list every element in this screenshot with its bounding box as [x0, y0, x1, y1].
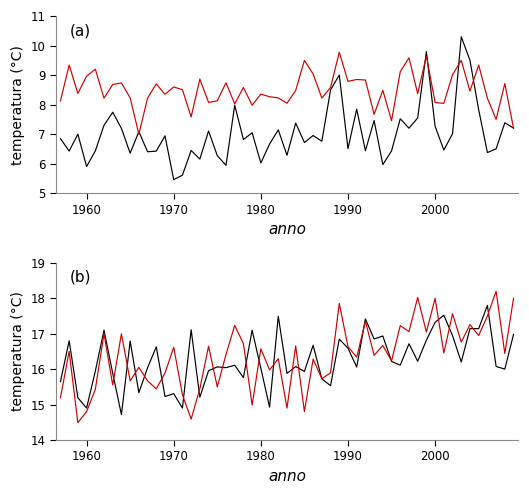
X-axis label: anno: anno	[268, 469, 306, 484]
Y-axis label: temperatura (°C): temperatura (°C)	[11, 45, 25, 164]
Y-axis label: temperatura (°C): temperatura (°C)	[11, 292, 25, 411]
X-axis label: anno: anno	[268, 222, 306, 237]
Text: (b): (b)	[70, 270, 92, 285]
Text: (a): (a)	[70, 23, 91, 38]
